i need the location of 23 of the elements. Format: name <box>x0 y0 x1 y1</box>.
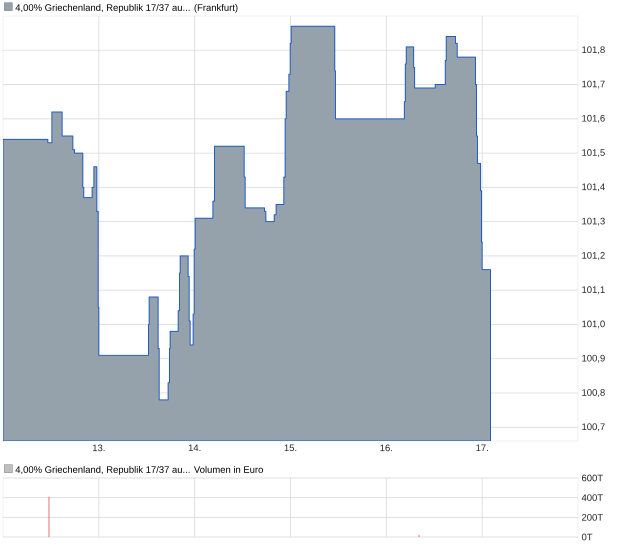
x-tick-label: 17. <box>476 444 488 452</box>
y-tick-label: 101,8 <box>582 46 605 54</box>
y-tick-label: 100,8 <box>582 389 605 397</box>
x-tick-label: 14. <box>188 444 200 452</box>
y-tick-label: 101,3 <box>582 218 605 226</box>
y-tick-label: 101,5 <box>582 149 605 158</box>
y-tick-label: 400T <box>582 494 603 502</box>
y-tick-label: 101,4 <box>582 183 605 192</box>
y-tick-label: 0T <box>582 534 592 540</box>
y-tick-label: 100,9 <box>582 354 605 363</box>
y-tick-label: 100,7 <box>582 423 605 432</box>
x-tick-label: 13. <box>92 444 105 452</box>
y-tick-label: 200T <box>582 514 603 521</box>
text: 4,00% Griechenland, Republik 17/37 au... (Frankfurt) <box>15 4 238 13</box>
y-tick-label: 101,2 <box>582 252 605 260</box>
chart-title: 4,00% Griechenland, Republik 17/37 au... Volumen in Euro <box>15 466 263 475</box>
y-tick-label: 101,1 <box>582 286 605 294</box>
y-tick-label: 600T <box>582 474 603 482</box>
x-tick-label: 16. <box>380 444 392 452</box>
y-tick-label: 101,0 <box>582 320 605 328</box>
y-tick-label: 101,7 <box>582 80 605 88</box>
x-tick-label: 15. <box>284 444 296 452</box>
y-tick-label: 101,6 <box>582 114 605 123</box>
